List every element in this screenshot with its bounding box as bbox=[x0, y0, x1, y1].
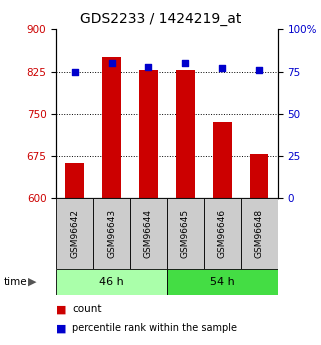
Bar bbox=[204, 198, 241, 269]
Point bbox=[109, 60, 114, 66]
Text: GSM96645: GSM96645 bbox=[181, 209, 190, 258]
Point bbox=[220, 66, 225, 71]
Text: percentile rank within the sample: percentile rank within the sample bbox=[72, 324, 237, 333]
Bar bbox=[213, 122, 231, 198]
Bar bbox=[93, 198, 130, 269]
Text: ▶: ▶ bbox=[28, 277, 36, 287]
Point bbox=[72, 69, 77, 74]
Bar bbox=[176, 70, 195, 198]
Text: GDS2233 / 1424219_at: GDS2233 / 1424219_at bbox=[80, 12, 241, 26]
Text: 46 h: 46 h bbox=[99, 277, 124, 287]
Bar bbox=[167, 269, 278, 295]
Text: ■: ■ bbox=[56, 324, 67, 333]
Point bbox=[146, 64, 151, 69]
Point bbox=[183, 60, 188, 66]
Point bbox=[256, 67, 262, 73]
Text: 54 h: 54 h bbox=[210, 277, 235, 287]
Text: time: time bbox=[3, 277, 27, 287]
Bar bbox=[241, 198, 278, 269]
Text: GSM96642: GSM96642 bbox=[70, 209, 79, 258]
Text: GSM96646: GSM96646 bbox=[218, 209, 227, 258]
Bar bbox=[102, 57, 121, 198]
Bar bbox=[167, 198, 204, 269]
Bar bbox=[65, 163, 84, 198]
Bar bbox=[130, 198, 167, 269]
Bar bbox=[56, 198, 93, 269]
Bar bbox=[56, 269, 167, 295]
Text: count: count bbox=[72, 305, 102, 314]
Bar bbox=[139, 70, 158, 198]
Text: GSM96643: GSM96643 bbox=[107, 209, 116, 258]
Text: GSM96648: GSM96648 bbox=[255, 209, 264, 258]
Text: ■: ■ bbox=[56, 305, 67, 314]
Bar bbox=[250, 155, 268, 198]
Text: GSM96644: GSM96644 bbox=[144, 209, 153, 258]
